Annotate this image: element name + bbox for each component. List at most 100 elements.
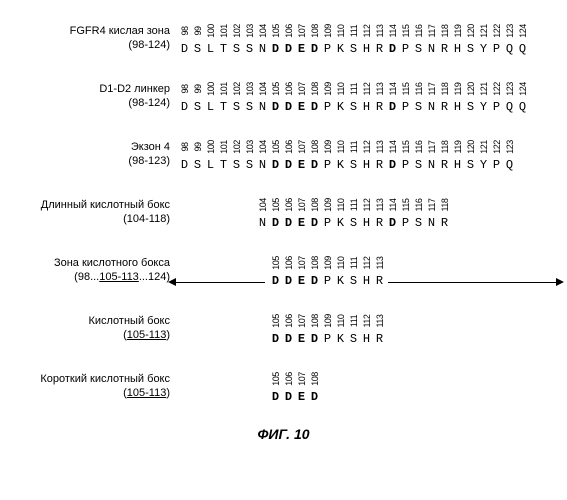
row-label: Экзон 4(98-123) <box>10 141 178 169</box>
residue-letter: D <box>308 216 321 230</box>
position-number: 106 <box>284 195 294 215</box>
position-number: 100 <box>206 79 216 99</box>
residue-letter: P <box>321 42 334 56</box>
residue-letter: T <box>217 42 230 56</box>
position-number: 121 <box>479 137 489 157</box>
row-label: FGFR4 кислая зона(98-124) <box>10 25 178 53</box>
residue-letter: P <box>490 42 503 56</box>
residue-letter: K <box>334 216 347 230</box>
residue-letter: K <box>334 332 347 346</box>
sequence-row-fgfr4-acid-zone: FGFR4 кислая зона(98-124)98D99S100L101T1… <box>10 20 557 58</box>
residue-letter: R <box>438 100 451 114</box>
position-number: 105 <box>271 137 281 157</box>
residue-letter: S <box>243 42 256 56</box>
residue-letter: H <box>451 158 464 172</box>
position-number: 100 <box>206 137 216 157</box>
residue-letter: S <box>347 100 360 114</box>
position-number: 113 <box>375 195 385 215</box>
residue-letter: L <box>204 158 217 172</box>
position-number: 113 <box>375 79 385 99</box>
residue-letter: N <box>256 158 269 172</box>
position-number: 103 <box>245 79 255 99</box>
residue-letter: R <box>373 158 386 172</box>
position-number: 108 <box>310 253 320 273</box>
position-number: 116 <box>414 137 424 157</box>
position-number: 108 <box>310 79 320 99</box>
position-number: 115 <box>401 21 411 41</box>
position-number: 106 <box>284 21 294 41</box>
position-number: 109 <box>323 79 333 99</box>
row-label: Зона кислотного бокса(98...105-113...124… <box>10 257 178 285</box>
position-number: 112 <box>362 195 372 215</box>
residue-letter: Q <box>503 100 516 114</box>
position-number: 104 <box>258 21 268 41</box>
row-label: Кислотный бокс(105-113) <box>10 315 178 343</box>
residue-letter: K <box>334 158 347 172</box>
arrow-head-left-icon <box>168 278 176 286</box>
position-number: 104 <box>258 79 268 99</box>
residue-letter: P <box>399 100 412 114</box>
position-number: 109 <box>323 21 333 41</box>
residue-letter: R <box>373 332 386 346</box>
position-number: 110 <box>336 253 346 273</box>
position-number: 107 <box>297 311 307 331</box>
residue-letter: Q <box>503 158 516 172</box>
residue-letter: D <box>308 42 321 56</box>
residue-letter: R <box>373 216 386 230</box>
position-number: 123 <box>505 79 515 99</box>
residue-letter: H <box>451 100 464 114</box>
residue-letter: D <box>178 100 191 114</box>
position-number: 124 <box>518 79 528 99</box>
position-number: 109 <box>323 253 333 273</box>
position-number: 110 <box>336 79 346 99</box>
residue-letter: E <box>295 216 308 230</box>
position-number: 121 <box>479 21 489 41</box>
position-number: 105 <box>271 369 281 389</box>
residue-letter: D <box>269 274 282 288</box>
position-number: 111 <box>349 311 359 331</box>
residue-letter: L <box>204 100 217 114</box>
position-number: 101 <box>219 137 229 157</box>
position-number: 107 <box>297 369 307 389</box>
residue-letter: D <box>282 216 295 230</box>
sequence-area: 105D106D107E108D109P110K111S112H113R <box>178 310 557 348</box>
residue-letter: S <box>464 100 477 114</box>
row-label: D1-D2 линкер(98-124) <box>10 83 178 111</box>
residue-letter: H <box>360 216 373 230</box>
position-number: 117 <box>427 195 437 215</box>
residue-letter: D <box>308 274 321 288</box>
residue-letter: H <box>360 332 373 346</box>
residue-letter: D <box>386 42 399 56</box>
residue-letter: D <box>269 216 282 230</box>
position-number: 110 <box>336 137 346 157</box>
position-number: 116 <box>414 21 424 41</box>
residue-letter: Y <box>477 42 490 56</box>
position-number: 115 <box>401 137 411 157</box>
position-number: 120 <box>466 21 476 41</box>
residue-letter: N <box>425 42 438 56</box>
residue-letter: H <box>451 42 464 56</box>
position-number: 113 <box>375 21 385 41</box>
residue-letter: K <box>334 274 347 288</box>
position-number: 116 <box>414 195 424 215</box>
position-number: 107 <box>297 137 307 157</box>
residue-letter: D <box>282 100 295 114</box>
residue-letter: P <box>399 42 412 56</box>
sequence-row-exon4: Экзон 4(98-123)98D99S100L101T102S103S104… <box>10 136 557 174</box>
sequence-row-short-acid-box: Короткий кислотный бокс(105-113)105D106D… <box>10 368 557 406</box>
residue-letter: R <box>438 42 451 56</box>
position-number: 121 <box>479 79 489 99</box>
residue-letter: D <box>308 158 321 172</box>
residue-letter: S <box>412 216 425 230</box>
row-label: Короткий кислотный бокс(105-113) <box>10 373 178 401</box>
residue-letter: S <box>464 158 477 172</box>
residue-letter: S <box>347 216 360 230</box>
residue-letter: D <box>308 332 321 346</box>
residue-letter: P <box>490 100 503 114</box>
position-number: 107 <box>297 79 307 99</box>
position-number: 117 <box>427 79 437 99</box>
position-number: 111 <box>349 253 359 273</box>
residue-letter: K <box>334 100 347 114</box>
sequence-area: 98D99S100L101T102S103S104N105D106D107E10… <box>178 78 557 116</box>
position-number: 99 <box>193 137 203 157</box>
